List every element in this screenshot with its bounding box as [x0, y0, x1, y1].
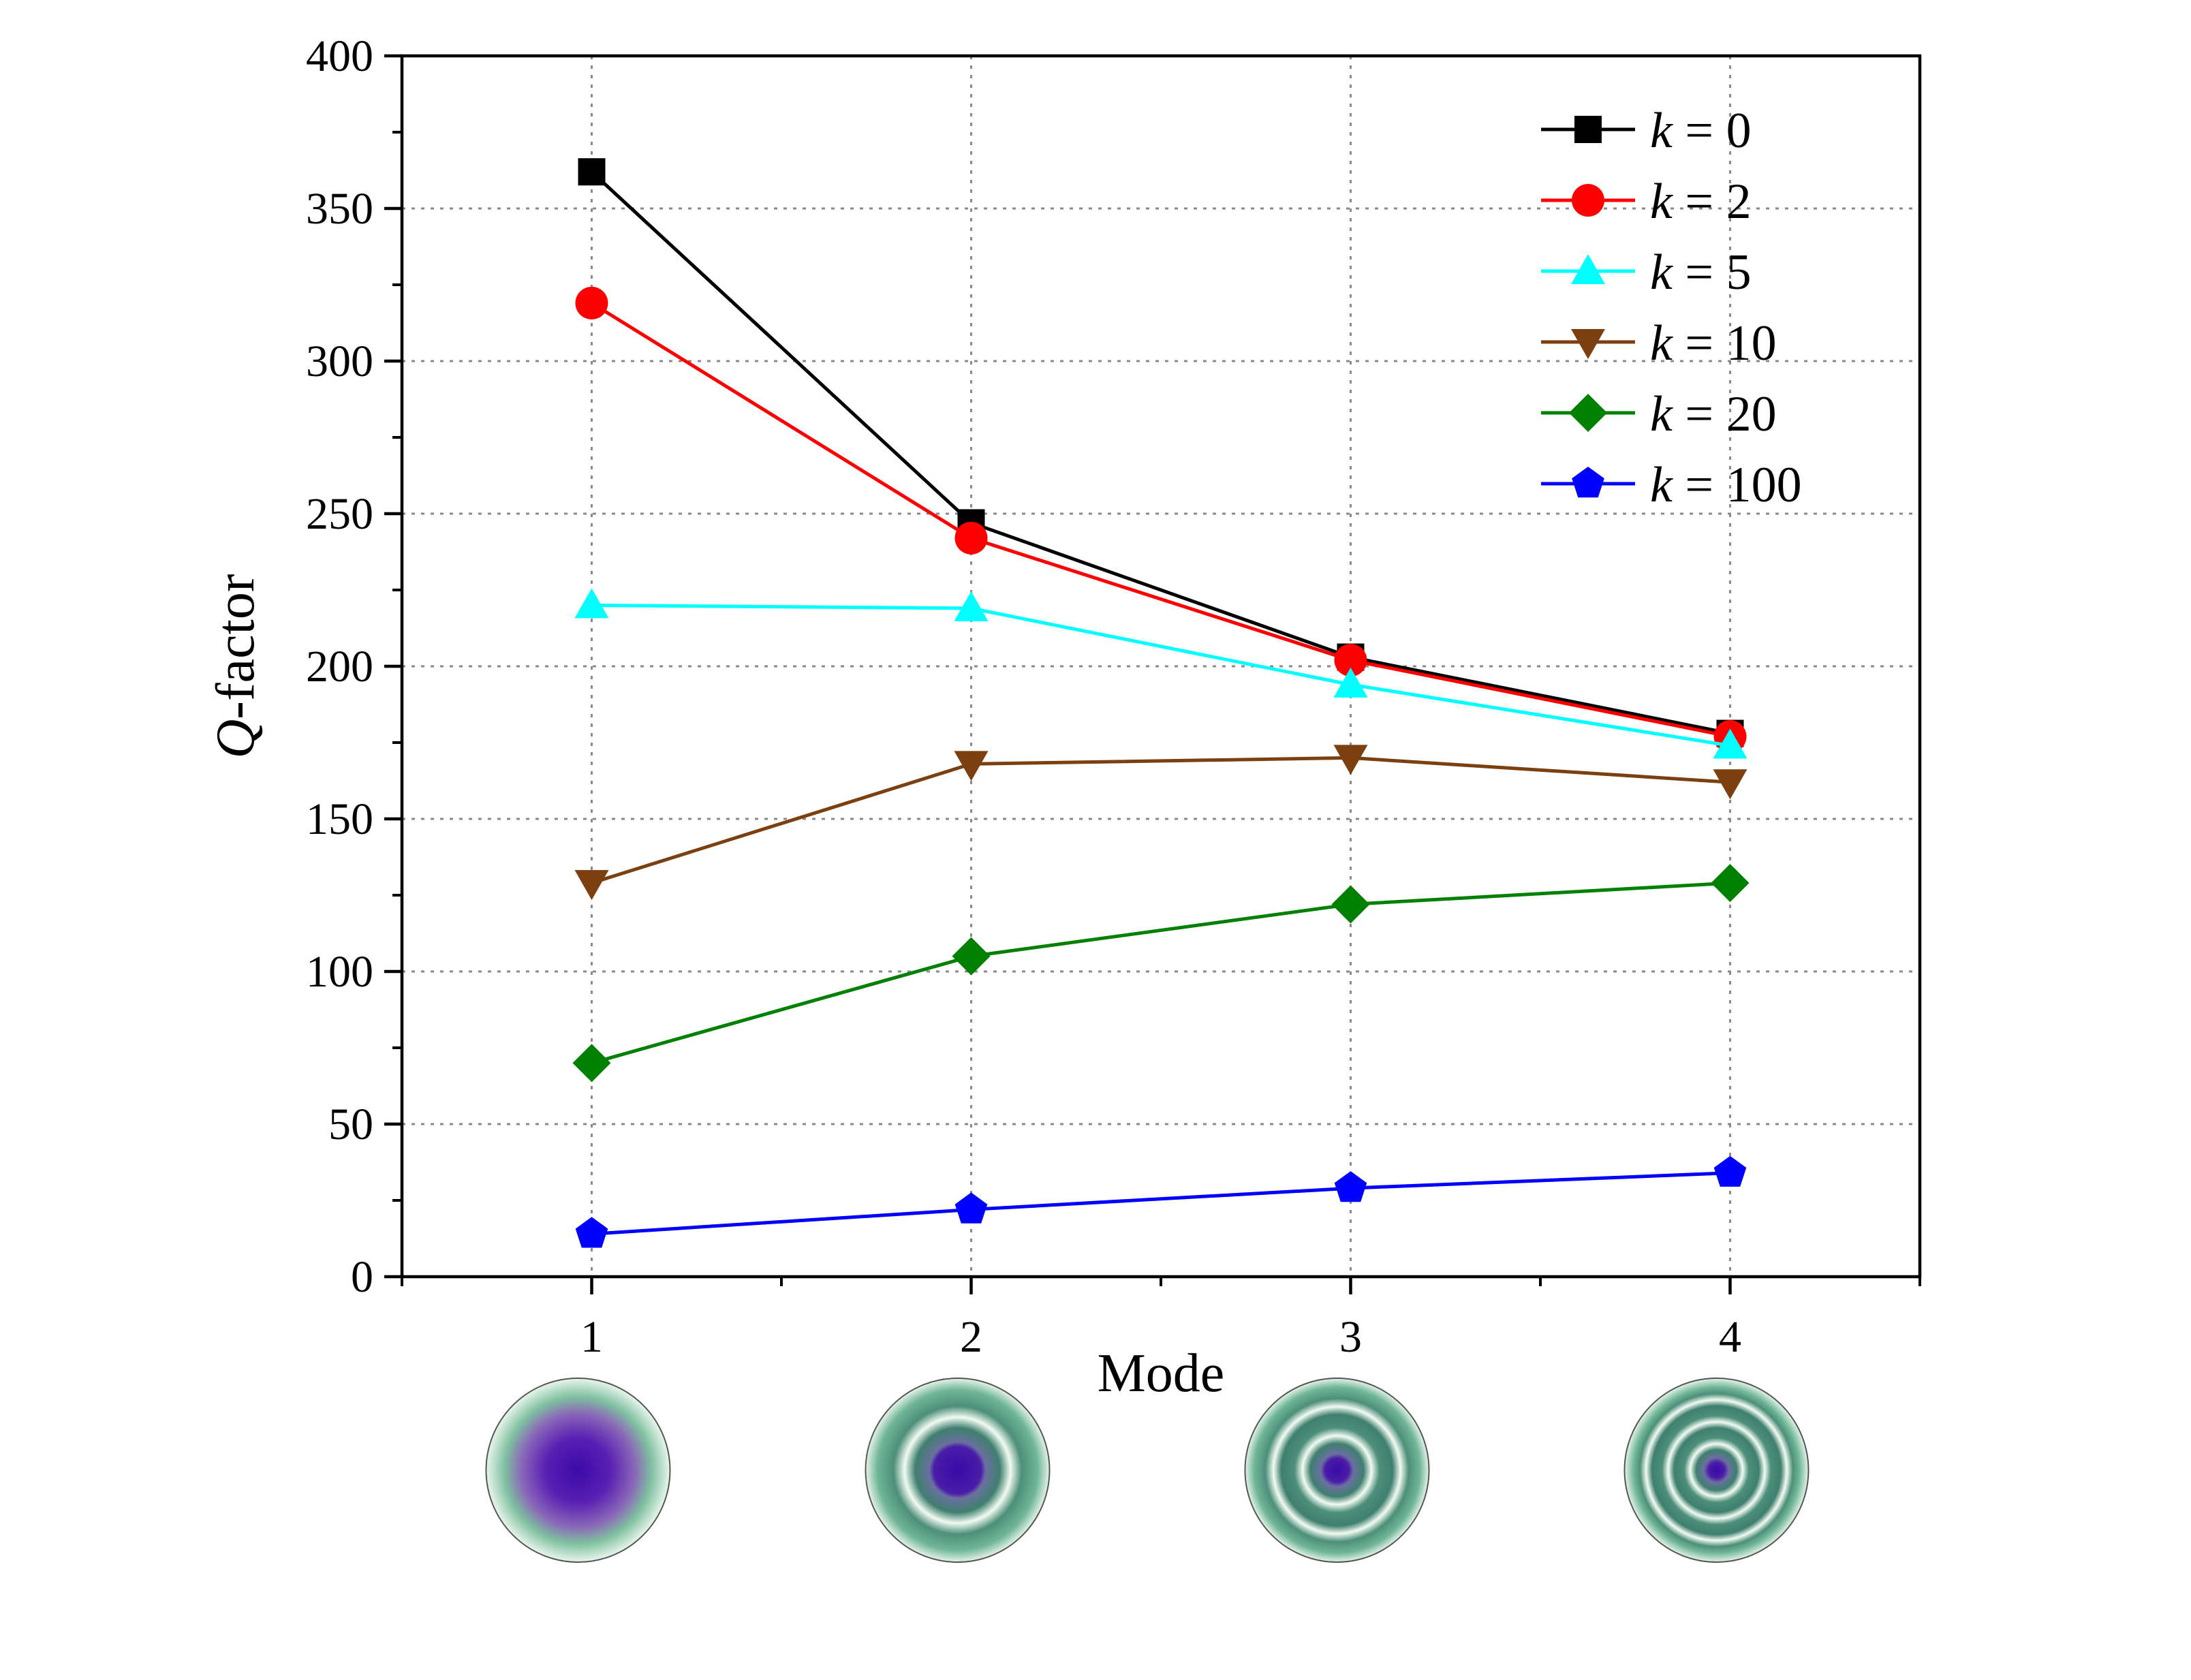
data-point	[574, 870, 609, 901]
series-line	[591, 881, 1730, 1065]
data-point	[574, 588, 609, 619]
legend-entry: k = 2	[1541, 174, 1752, 230]
y-tick-label: 50	[328, 1100, 373, 1149]
y-axis-label-italic: Q	[206, 719, 266, 759]
series-k5	[574, 588, 1747, 759]
legend-label-italic: k	[1650, 457, 1673, 513]
legend-marker	[1571, 329, 1605, 359]
series-layer	[572, 158, 1750, 1248]
data-point	[1334, 644, 1367, 677]
legend-label-italic: k	[1650, 315, 1673, 371]
legend-label-italic: k	[1650, 386, 1673, 442]
legend-label: k = 100	[1650, 457, 1802, 513]
data-point	[572, 1044, 611, 1083]
data-point	[575, 286, 608, 320]
y-tick-label: 100	[306, 947, 373, 997]
data-point	[954, 1192, 988, 1224]
legend-label-rest: = 0	[1673, 103, 1752, 159]
mode-profile-4	[1623, 1378, 1809, 1563]
data-point	[1713, 728, 1747, 759]
data-point	[954, 751, 989, 781]
x-tick-label: 4	[1719, 1312, 1741, 1362]
data-point	[1333, 745, 1368, 775]
legend-entry: k = 0	[1541, 103, 1752, 159]
legend-entry: k = 100	[1541, 457, 1802, 513]
data-point	[578, 158, 606, 186]
y-tick-label: 300	[306, 337, 373, 386]
data-point	[1334, 1171, 1367, 1202]
series-k10	[574, 745, 1747, 901]
y-axis-label: Q-factor	[206, 574, 266, 759]
legend-label: k = 5	[1650, 245, 1752, 300]
x-tick-label: 3	[1339, 1312, 1362, 1362]
legend-marker	[1571, 254, 1605, 284]
y-tick-label: 250	[306, 489, 373, 539]
legend-label-rest: = 10	[1673, 315, 1777, 371]
y-tick-label: 150	[306, 794, 373, 844]
legend-label-rest: = 2	[1673, 174, 1752, 230]
data-point	[954, 521, 988, 555]
legend: k = 0k = 2k = 5k = 10k = 20k = 100	[1541, 103, 1802, 513]
legend-label-rest: = 20	[1673, 386, 1777, 442]
mode-profile-1	[485, 1378, 671, 1563]
y-tick-label: 350	[306, 184, 373, 234]
legend-marker	[1572, 467, 1604, 498]
legend-entry: k = 5	[1541, 245, 1752, 300]
series-line	[591, 301, 1730, 738]
data-point	[575, 1217, 608, 1248]
y-axis-label-rest: -factor	[206, 574, 266, 719]
legend-label: k = 0	[1650, 103, 1752, 159]
mode-profile-2	[865, 1378, 1051, 1563]
data-point	[1713, 1155, 1747, 1187]
series-k2	[575, 286, 1747, 753]
data-point	[1333, 667, 1368, 698]
data-point	[1713, 769, 1747, 800]
series-line	[591, 756, 1730, 885]
legend-label-rest: = 100	[1673, 457, 1802, 513]
series-line	[591, 603, 1730, 747]
data-point	[952, 937, 991, 976]
x-tick-label: 2	[960, 1312, 982, 1362]
legend-label-italic: k	[1650, 103, 1673, 159]
legend-label-rest: = 5	[1673, 245, 1752, 300]
legend-label-italic: k	[1650, 245, 1673, 300]
legend-label: k = 10	[1650, 315, 1777, 371]
series-line	[591, 1171, 1730, 1236]
data-point	[954, 591, 989, 621]
y-tick-label: 200	[306, 642, 373, 691]
legend-entry: k = 10	[1541, 315, 1777, 371]
legend-marker	[1572, 184, 1604, 217]
legend-label: k = 20	[1650, 386, 1777, 442]
legend-label-italic: k	[1650, 174, 1673, 230]
data-point	[1711, 864, 1750, 903]
legend-label: k = 2	[1650, 174, 1752, 230]
series-k20	[572, 864, 1750, 1083]
legend-marker	[1574, 116, 1602, 143]
x-tick-label: 1	[580, 1312, 603, 1362]
series-k0	[578, 158, 1744, 747]
series-k100	[575, 1155, 1747, 1248]
legend-entry: k = 20	[1541, 386, 1777, 442]
grid	[402, 56, 1920, 1277]
y-tick-label: 0	[351, 1252, 373, 1302]
mode-profiles	[485, 1378, 1809, 1563]
x-axis-label: Mode	[1098, 1343, 1225, 1403]
series-line	[590, 170, 1730, 736]
mode-profile-3	[1244, 1378, 1430, 1563]
data-point	[1331, 885, 1370, 924]
axes: 0 50 100 150 200 250 300 350 400 1 2 3 4 Mode Q-factor	[206, 31, 1922, 1403]
legend-marker	[1569, 394, 1607, 432]
y-tick-label: 400	[306, 31, 373, 81]
